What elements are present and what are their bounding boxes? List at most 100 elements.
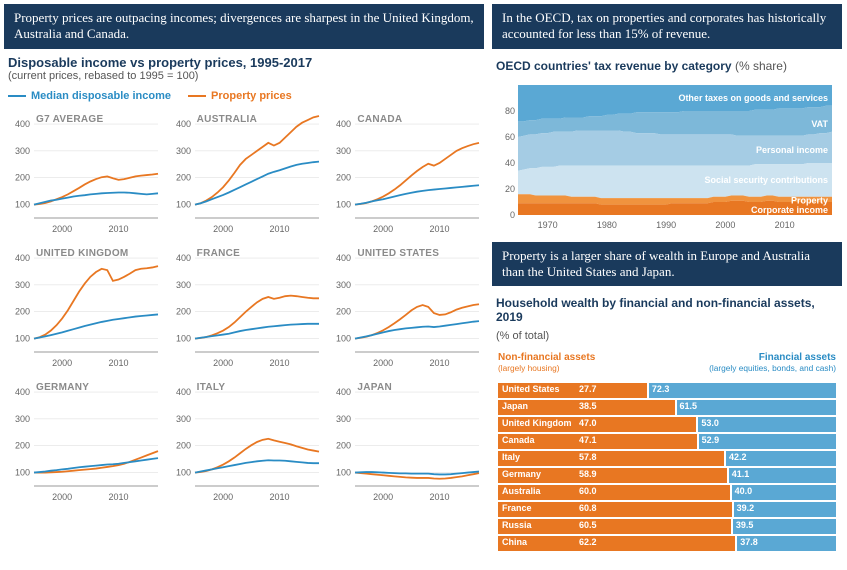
- svg-text:400: 400: [176, 387, 191, 397]
- svg-text:100: 100: [176, 467, 191, 477]
- svg-text:100: 100: [336, 333, 351, 343]
- svg-text:2010: 2010: [775, 220, 795, 230]
- wealth-row-united-states: United States27.772.3: [498, 383, 836, 398]
- wealth-row-germany: Germany58.941.1: [498, 468, 836, 483]
- svg-text:40: 40: [505, 158, 515, 168]
- svg-text:200: 200: [336, 440, 351, 450]
- svg-text:Corporate income: Corporate income: [751, 204, 828, 214]
- left-banner: Property prices are outpacing incomes; d…: [4, 4, 484, 49]
- wealth-note: (% of total): [492, 330, 842, 346]
- left-legend: Median disposable income Property prices: [4, 86, 484, 108]
- left-subtitle-note: (current prices, rebased to 1995 = 100): [4, 70, 484, 86]
- panel-france: FRANCE10020030040020002010: [169, 242, 324, 372]
- wealth-bars: United States27.772.3 Japan38.561.5 United…: [492, 383, 842, 553]
- svg-text:2010: 2010: [430, 492, 450, 502]
- wealth-row-russia: Russia60.539.5: [498, 519, 836, 534]
- svg-text:1980: 1980: [597, 220, 617, 230]
- panel-canada: CANADA10020030040020002010: [329, 108, 484, 238]
- svg-text:60: 60: [505, 132, 515, 142]
- svg-text:2000: 2000: [213, 224, 233, 234]
- legend-label-property: Property prices: [211, 90, 292, 102]
- svg-text:200: 200: [336, 306, 351, 316]
- svg-text:200: 200: [15, 172, 30, 182]
- panel-italy: ITALY10020030040020002010: [169, 376, 324, 506]
- svg-text:400: 400: [336, 253, 351, 263]
- legend-label-income: Median disposable income: [31, 90, 171, 102]
- wealth-row-united-kingdom: United Kingdom47.053.0: [498, 417, 836, 432]
- svg-text:400: 400: [15, 387, 30, 397]
- svg-text:400: 400: [176, 119, 191, 129]
- svg-text:300: 300: [336, 279, 351, 289]
- svg-text:200: 200: [15, 306, 30, 316]
- svg-text:300: 300: [15, 413, 30, 423]
- svg-text:2000: 2000: [373, 358, 393, 368]
- wealth-row-italy: Italy57.842.2: [498, 451, 836, 466]
- svg-text:100: 100: [336, 467, 351, 477]
- svg-text:2000: 2000: [52, 492, 72, 502]
- svg-text:2010: 2010: [109, 224, 129, 234]
- panel-australia: AUSTRALIA10020030040020002010: [169, 108, 324, 238]
- svg-text:300: 300: [176, 145, 191, 155]
- svg-text:100: 100: [15, 333, 30, 343]
- svg-text:2000: 2000: [52, 358, 72, 368]
- svg-text:400: 400: [336, 119, 351, 129]
- wealth-row-japan: Japan38.561.5: [498, 400, 836, 415]
- svg-text:100: 100: [15, 467, 30, 477]
- panel-japan: JAPAN10020030040020002010: [329, 376, 484, 506]
- svg-text:100: 100: [336, 199, 351, 209]
- legend-swatch-property: [188, 95, 206, 97]
- svg-text:200: 200: [176, 306, 191, 316]
- svg-text:0: 0: [510, 210, 515, 220]
- svg-text:400: 400: [176, 253, 191, 263]
- svg-text:300: 300: [176, 279, 191, 289]
- svg-text:Social security contributions: Social security contributions: [704, 174, 828, 184]
- svg-text:300: 300: [15, 279, 30, 289]
- svg-text:100: 100: [15, 199, 30, 209]
- oecd-area-chart: 02040608019701980199020002010Corporate i…: [496, 81, 836, 231]
- svg-text:100: 100: [176, 199, 191, 209]
- svg-text:2000: 2000: [373, 224, 393, 234]
- svg-text:300: 300: [336, 413, 351, 423]
- svg-text:2010: 2010: [430, 358, 450, 368]
- svg-text:2000: 2000: [715, 220, 735, 230]
- svg-text:1990: 1990: [656, 220, 676, 230]
- wealth-row-australia: Australia60.040.0: [498, 485, 836, 500]
- svg-text:20: 20: [505, 184, 515, 194]
- svg-text:2010: 2010: [269, 224, 289, 234]
- svg-text:300: 300: [176, 413, 191, 423]
- legend-swatch-income: [8, 95, 26, 97]
- panel-united-states: UNITED STATES10020030040020002010: [329, 242, 484, 372]
- oecd-subtitle: OECD countries' tax revenue by category …: [492, 55, 842, 75]
- svg-text:200: 200: [15, 440, 30, 450]
- svg-text:400: 400: [15, 253, 30, 263]
- svg-text:2000: 2000: [213, 358, 233, 368]
- wealth-row-france: France60.839.2: [498, 502, 836, 517]
- svg-text:VAT: VAT: [811, 119, 828, 129]
- svg-text:Personal income: Personal income: [756, 145, 828, 155]
- wealth-banner: Property is a larger share of wealth in …: [492, 242, 842, 287]
- svg-text:Property: Property: [791, 195, 828, 205]
- svg-text:2000: 2000: [213, 492, 233, 502]
- wealth-subtitle: Household wealth by financial and non-fi…: [492, 292, 842, 324]
- svg-text:100: 100: [176, 333, 191, 343]
- svg-text:200: 200: [336, 172, 351, 182]
- panel-g7-average: G7 AVERAGE10020030040020002010: [8, 108, 163, 238]
- svg-text:2010: 2010: [109, 492, 129, 502]
- wealth-row-china: China62.237.8: [498, 536, 836, 551]
- svg-text:300: 300: [15, 145, 30, 155]
- svg-text:2010: 2010: [269, 358, 289, 368]
- svg-text:2010: 2010: [430, 224, 450, 234]
- svg-text:Other taxes on goods and servi: Other taxes on goods and services: [678, 93, 828, 103]
- svg-text:2010: 2010: [109, 358, 129, 368]
- svg-text:2000: 2000: [52, 224, 72, 234]
- svg-text:400: 400: [15, 119, 30, 129]
- oecd-banner: In the OECD, tax on properties and corpo…: [492, 4, 842, 49]
- wealth-row-canada: Canada47.152.9: [498, 434, 836, 449]
- svg-text:2000: 2000: [373, 492, 393, 502]
- svg-text:1970: 1970: [538, 220, 558, 230]
- panel-united-kingdom: UNITED KINGDOM10020030040020002010: [8, 242, 163, 372]
- svg-text:300: 300: [336, 145, 351, 155]
- wealth-legend: Non-financial assets(largely housing) Fi…: [492, 352, 842, 377]
- small-multiples-grid: G7 AVERAGE10020030040020002010AUSTRALIA1…: [4, 108, 484, 506]
- svg-text:400: 400: [336, 387, 351, 397]
